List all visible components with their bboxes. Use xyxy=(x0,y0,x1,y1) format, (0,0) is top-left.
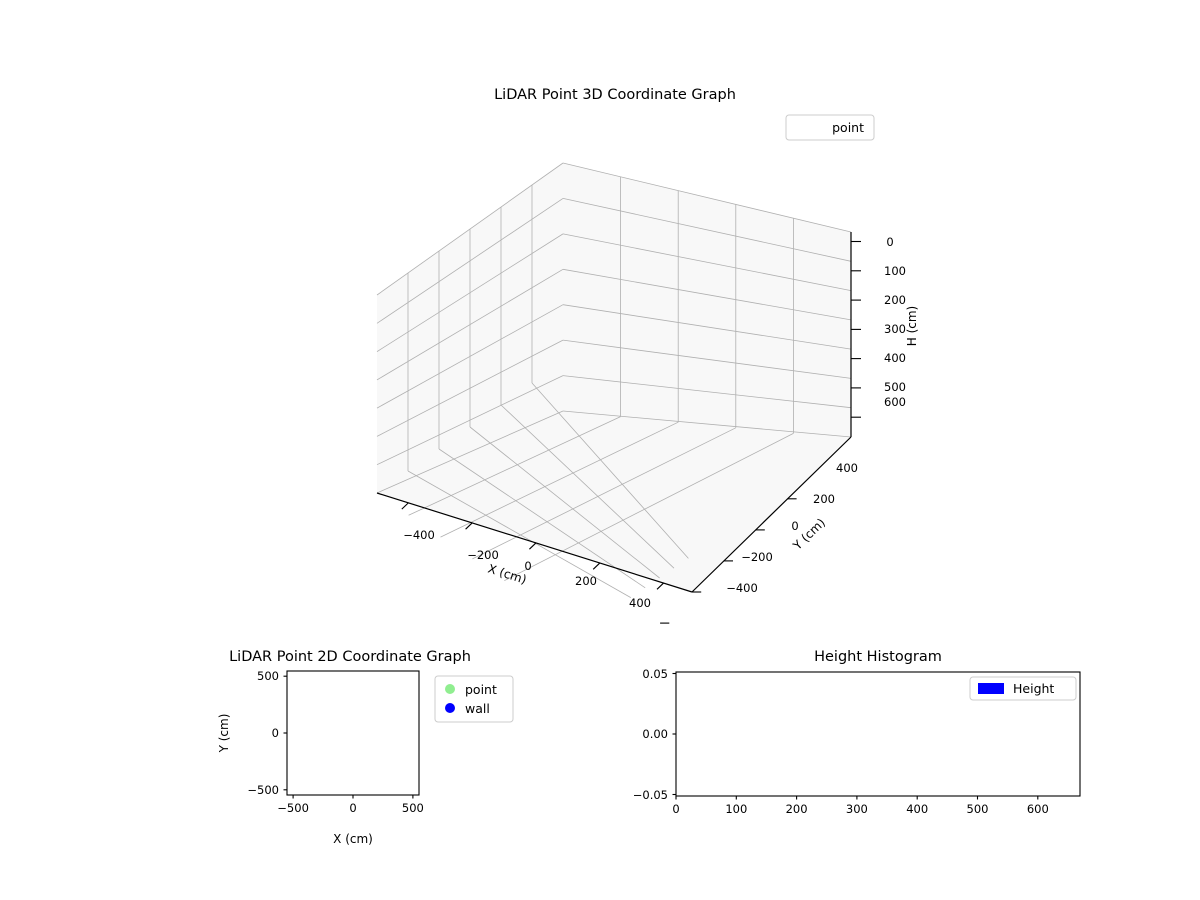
xtick-label-hist: 100 xyxy=(725,802,747,816)
xtick-label-3d: −200 xyxy=(467,548,499,562)
xtick-label-hist: 600 xyxy=(1027,802,1049,816)
chart-title-3d: LiDAR Point 3D Coordinate Graph xyxy=(494,87,736,103)
xtick-label-2d: −500 xyxy=(277,801,309,815)
ytick-label-3d: 200 xyxy=(813,492,835,506)
ztick-label-3d: 300 xyxy=(884,322,906,336)
xtick-label-2d: 0 xyxy=(349,801,356,815)
yaxis-3d: −400 −200 0 200 400 Y (cm) xyxy=(660,461,858,624)
ztick-label-3d: 600 xyxy=(884,395,906,409)
xtick-label-2d: 500 xyxy=(402,801,424,815)
legend-hist[interactable]: Height xyxy=(969,676,1077,701)
ytick-label-2d: 500 xyxy=(257,669,279,683)
ytick-label-hist: −0.05 xyxy=(633,788,668,802)
axis-lines-3d xyxy=(376,232,852,593)
xtick-label-hist: 400 xyxy=(906,802,928,816)
legend-2d-entry-wall[interactable]: wall xyxy=(465,701,490,716)
legend-3d[interactable]: point xyxy=(785,114,875,141)
yaxis-2d: 500 0 −500 Y (cm) xyxy=(217,669,287,797)
legend-3d-frame xyxy=(785,114,875,141)
grid-left-wall xyxy=(376,162,564,494)
legend-2d[interactable]: point wall xyxy=(434,675,514,723)
axes-3d-lidar[interactable]: LiDAR Point 3D Coordinate Graph xyxy=(376,87,919,624)
xtick-label-3d: 400 xyxy=(629,596,651,610)
zaxis-3d: 0 100 200 300 400 500 600 H (cm) xyxy=(851,235,919,418)
ztick-label-3d: 400 xyxy=(884,351,906,365)
ztick-label-3d: 500 xyxy=(884,380,906,394)
ytick-label-hist: 0.05 xyxy=(642,667,668,681)
legend-hist-entry-height[interactable]: Height xyxy=(1013,681,1054,696)
ytick-label-2d: 0 xyxy=(272,726,279,740)
ytick-label-3d: 0 xyxy=(791,519,798,533)
yaxis-hist: 0.05 0.00 −0.05 xyxy=(633,667,676,802)
xtick-label-hist: 200 xyxy=(786,802,808,816)
legend-marker-wall-icon xyxy=(445,703,455,713)
legend-2d-entry-point[interactable]: point xyxy=(465,682,497,697)
pane-xy-floor xyxy=(377,411,851,592)
ytick-label-3d: −200 xyxy=(741,550,773,564)
chart-title-2d: LiDAR Point 2D Coordinate Graph xyxy=(229,649,471,665)
ytick-label-3d: −400 xyxy=(726,581,758,595)
yaxis-label-2d: Y (cm) xyxy=(217,714,231,754)
xtick-label-3d: 0 xyxy=(524,559,531,573)
legend-patch-height-icon xyxy=(978,683,1004,694)
xaxis-hist: 0 100 200 300 400 500 600 xyxy=(672,796,1049,816)
ztick-label-3d: 200 xyxy=(884,293,906,307)
ztick-label-3d: 100 xyxy=(884,264,906,278)
xtick-label-hist: 300 xyxy=(846,802,868,816)
ytick-label-hist: 0.00 xyxy=(642,727,668,741)
grid-right-wall xyxy=(562,162,852,438)
xtick-label-hist: 0 xyxy=(672,802,679,816)
ztick-label-3d: 0 xyxy=(886,235,893,249)
xtick-label-3d: −400 xyxy=(403,528,435,542)
ytick-label-3d: 400 xyxy=(836,461,858,475)
legend-hist-frame xyxy=(969,676,1077,701)
legend-marker-point-icon xyxy=(445,684,455,694)
legend-3d-entry-point[interactable]: point xyxy=(832,120,864,135)
chart-title-hist: Height Histogram xyxy=(814,649,942,665)
xaxis-label-2d: X (cm) xyxy=(333,832,373,846)
zaxis-label-3d: H (cm) xyxy=(905,306,919,347)
axes-height-histogram[interactable]: Height Histogram 0.05 0.00 −0.05 0 100 2… xyxy=(633,649,1081,816)
axes-2d-lidar[interactable]: LiDAR Point 2D Coordinate Graph 500 0 −5… xyxy=(217,649,514,846)
xaxis-2d: −500 0 500 X (cm) xyxy=(277,795,424,846)
xtick-label-3d: 200 xyxy=(575,574,597,588)
ytick-label-2d: −500 xyxy=(247,783,279,797)
xtick-label-hist: 500 xyxy=(967,802,989,816)
